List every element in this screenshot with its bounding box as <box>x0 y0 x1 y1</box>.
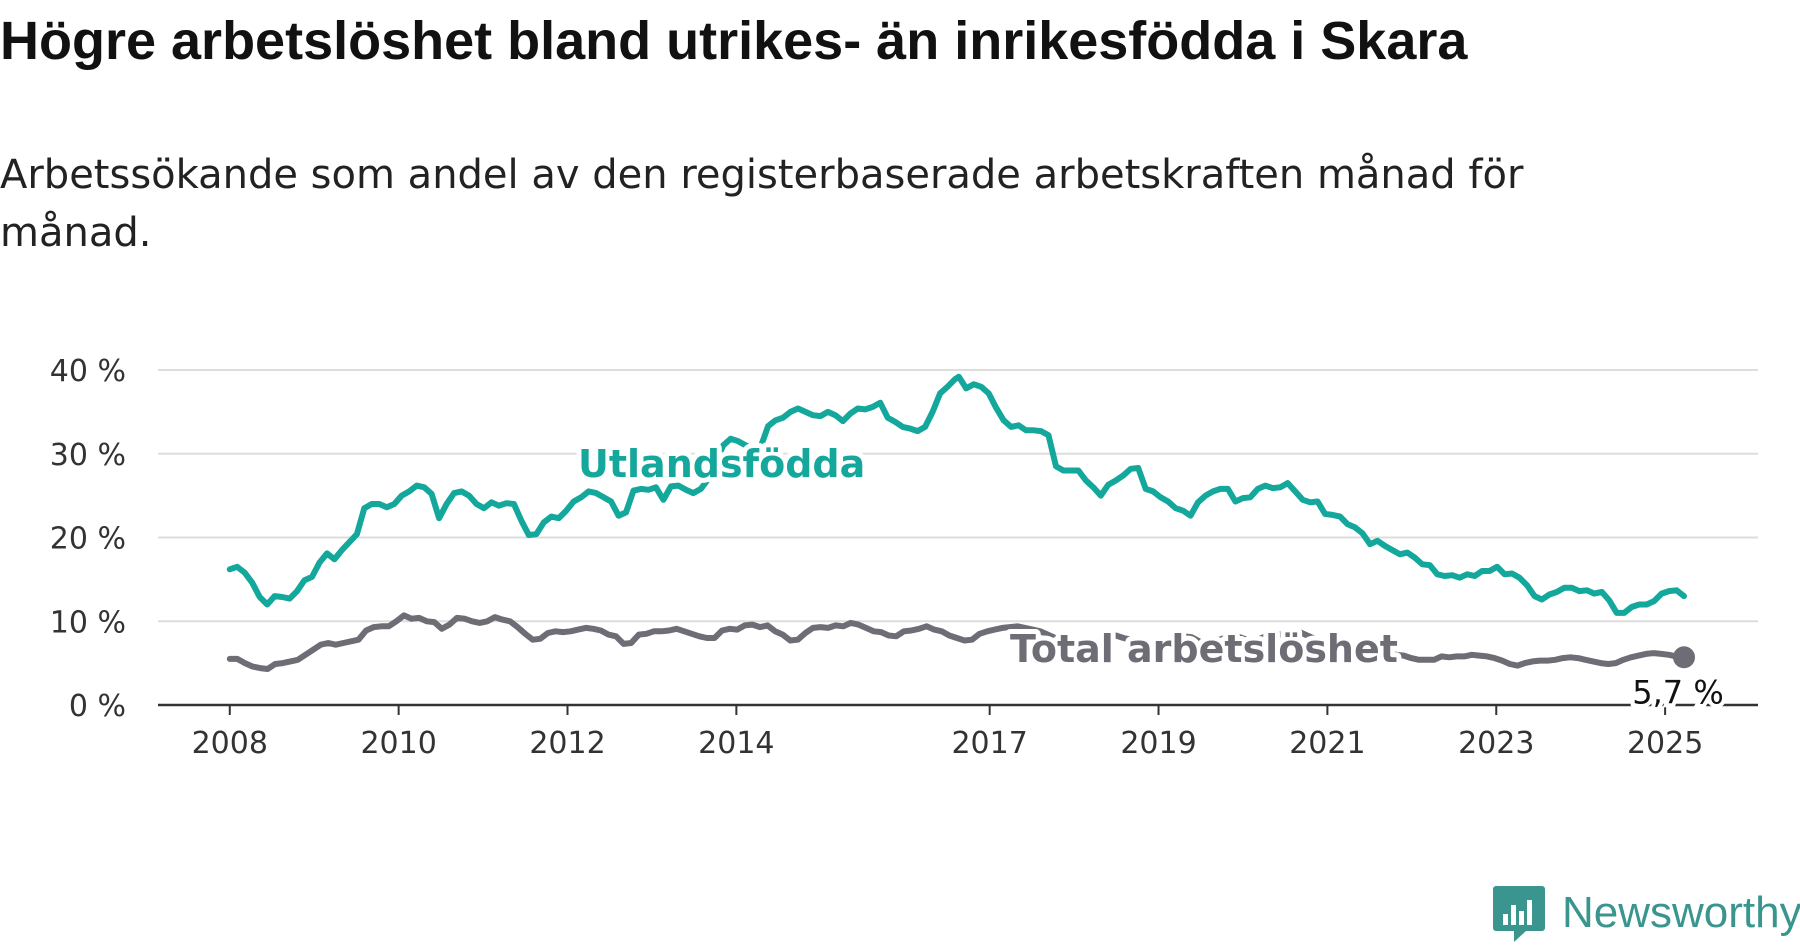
series-label-utlandsfodda: Utlandsfödda <box>578 442 865 486</box>
y-tick-label: 40 % <box>50 354 126 389</box>
y-axis-tick-labels: 0 % 10 % 20 % 30 % 40 % <box>50 354 126 724</box>
x-tick-label: 2017 <box>951 726 1027 761</box>
series-labels: Utlandsfödda Total arbetslöshet 5,7 % <box>573 437 1728 715</box>
brand-name: Newsworthy <box>1562 888 1800 937</box>
chart-title: Högre arbetslöshet bland utrikes- än inr… <box>0 11 1468 71</box>
x-tick-label: 2014 <box>698 726 774 761</box>
x-tick-label: 2021 <box>1289 726 1365 761</box>
x-tick-label: 2025 <box>1627 726 1703 761</box>
newsworthy-logo[interactable]: Newsworthy <box>1492 884 1800 944</box>
series-lines <box>226 373 1687 672</box>
y-tick-label: 0 % <box>69 689 126 724</box>
end-point-marker <box>1673 646 1695 669</box>
chart-subtitle: Arbetssökande som andel av den registerb… <box>0 152 1524 256</box>
x-tick-label: 2010 <box>360 726 436 761</box>
x-axis-tick-labels: 2008 2010 2012 2014 2017 2019 2021 2023 2025 <box>192 705 1703 761</box>
y-tick-label: 20 % <box>50 522 126 557</box>
y-tick-label: 10 % <box>50 605 126 640</box>
end-value-label: 5,7 % <box>1632 673 1723 711</box>
line-chart: 0 % 10 % 20 % 30 % 40 % 2008 2010 2012 2014 2017… <box>50 354 1758 761</box>
newsworthy-bar-chart-logo-icon <box>1493 886 1545 942</box>
gridlines <box>158 369 1758 707</box>
x-tick-label: 2019 <box>1120 726 1196 761</box>
series-line-utlandsfodda <box>226 373 1687 616</box>
x-tick-label: 2023 <box>1458 726 1534 761</box>
series-line-total <box>226 612 1687 672</box>
series-label-total: Total arbetslöshet <box>1010 627 1398 671</box>
x-tick-label: 2012 <box>529 726 605 761</box>
x-tick-label: 2008 <box>192 726 268 761</box>
y-tick-label: 30 % <box>50 438 126 473</box>
